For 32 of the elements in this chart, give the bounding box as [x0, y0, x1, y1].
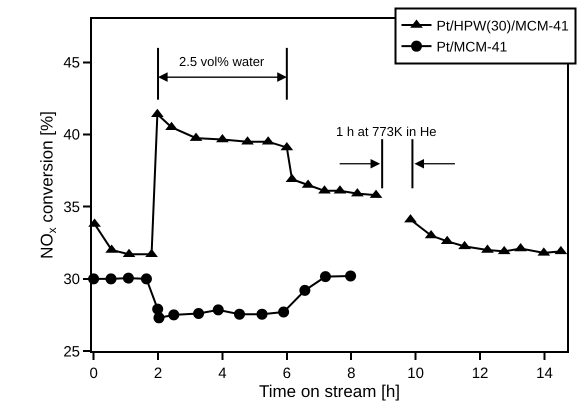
point [193, 308, 204, 319]
x-tick-label: 2 [154, 365, 162, 382]
x-tick-label: 12 [472, 365, 488, 382]
legend-label: Pt/MCM-41 [436, 38, 508, 55]
x-tick-label: 4 [218, 365, 227, 382]
y-tick-label: 25 [63, 343, 80, 360]
annotation: 2.5 vol% water [179, 54, 265, 69]
annotation: 1 h at 773K in He [336, 124, 436, 139]
point [153, 312, 164, 324]
y-tick-label: 30 [63, 271, 80, 288]
point [152, 304, 164, 315]
point [212, 304, 224, 316]
point [345, 270, 356, 282]
point [256, 308, 268, 320]
x-tick-label: 14 [536, 365, 553, 382]
x-tick-label: 8 [347, 365, 356, 382]
legend-label: Pt/HPW(30)/MCM-41 [436, 17, 569, 34]
point [278, 306, 290, 318]
point [140, 273, 152, 284]
y-tick-label: 35 [63, 198, 80, 216]
point [122, 272, 134, 284]
point [299, 284, 310, 296]
point [106, 273, 116, 284]
point [168, 309, 180, 320]
x-tick-label: 0 [89, 365, 98, 382]
y-tick-label: 40 [63, 126, 80, 144]
x-tick-label: 10 [407, 365, 424, 382]
point [320, 271, 331, 282]
point [234, 308, 245, 320]
x-tick-label: 6 [282, 365, 291, 382]
y-tick-label: 45 [63, 54, 80, 72]
x-axis-title: Time on stream [h] [258, 382, 400, 401]
